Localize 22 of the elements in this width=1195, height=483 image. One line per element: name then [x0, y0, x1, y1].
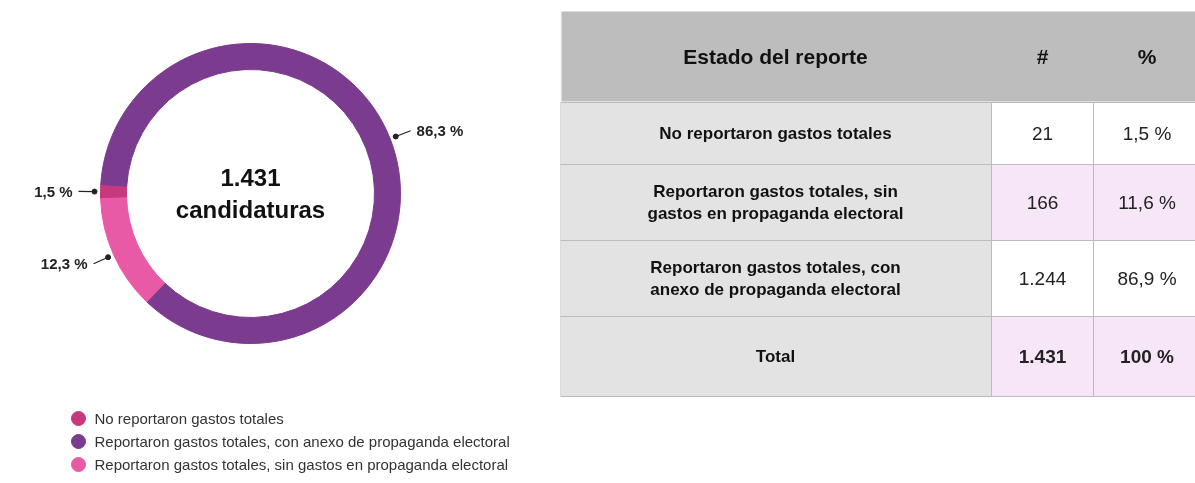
legend-label: No reportaron gastos totales	[94, 410, 284, 427]
data-label: 1.431	[1018, 346, 1067, 367]
category-label: Total	[755, 347, 796, 366]
data-label: 86,9 %	[1117, 268, 1177, 289]
data-label: 1,5 %	[34, 182, 73, 200]
data-label: 11,6 %	[1118, 192, 1176, 213]
category-label: Reportaron gastos totales, con anexo de propaganda electoral	[650, 257, 901, 300]
text: Estado del reporte	[683, 45, 868, 68]
data-label: 166	[1026, 192, 1059, 213]
text: 1.431 candidaturas	[175, 163, 326, 224]
data-label: 1,5 %	[1122, 123, 1172, 144]
category-label: Reportaron gastos totales, sin gastos en propaganda electoral	[647, 181, 904, 224]
data-label: 1.244	[1018, 268, 1067, 289]
category-label: No reportaron gastos totales	[659, 124, 892, 143]
series-label: %	[1137, 45, 1157, 68]
data-label: 86,3 %	[416, 122, 464, 140]
data-label: 21	[1031, 123, 1054, 144]
series-label: #	[1036, 45, 1049, 68]
legend-label: Reportaron gastos totales, con anexo de propaganda electoral	[94, 433, 510, 450]
data-label: 100 %	[1120, 346, 1175, 367]
data-label: 12,3 %	[40, 255, 88, 273]
legend-label: Reportaron gastos totales, sin gastos en propaganda electoral	[94, 456, 509, 473]
